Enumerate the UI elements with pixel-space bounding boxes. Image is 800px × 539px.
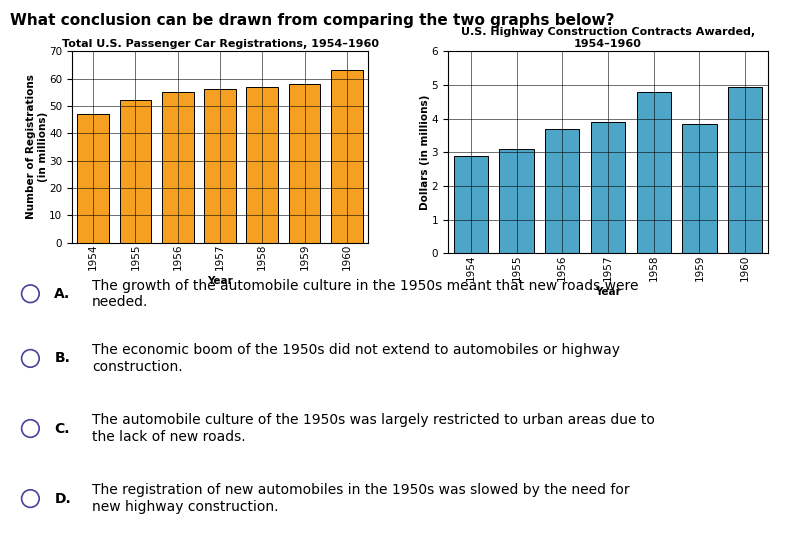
Title: U.S. Highway Construction Contracts Awarded,
1954–1960: U.S. Highway Construction Contracts Awar… xyxy=(461,27,755,49)
Text: B.: B. xyxy=(54,351,70,365)
Bar xyxy=(454,156,488,253)
Bar xyxy=(119,100,151,243)
Bar xyxy=(682,123,717,253)
Bar xyxy=(637,92,671,253)
Text: The registration of new automobiles in the 1950s was slowed by the need for
new : The registration of new automobiles in t… xyxy=(92,483,630,514)
Text: D.: D. xyxy=(54,492,71,506)
Bar xyxy=(162,92,194,243)
Text: The growth of the automobile culture in the 1950s meant that new roads were
need: The growth of the automobile culture in … xyxy=(92,279,638,309)
Bar xyxy=(545,129,579,253)
Bar xyxy=(246,87,278,243)
Bar xyxy=(78,114,109,243)
Bar xyxy=(591,122,625,253)
Bar xyxy=(204,89,236,243)
X-axis label: Year: Year xyxy=(595,287,621,297)
Text: C.: C. xyxy=(54,421,70,436)
Text: The economic boom of the 1950s did not extend to automobiles or highway
construc: The economic boom of the 1950s did not e… xyxy=(92,343,620,374)
Text: A.: A. xyxy=(54,287,70,301)
Text: The automobile culture of the 1950s was largely restricted to urban areas due to: The automobile culture of the 1950s was … xyxy=(92,413,655,444)
Bar xyxy=(499,149,534,253)
X-axis label: Year: Year xyxy=(207,276,233,286)
Y-axis label: Dollars (in millions): Dollars (in millions) xyxy=(420,94,430,210)
Bar xyxy=(289,84,321,243)
Bar xyxy=(728,87,762,253)
Text: What conclusion can be drawn from comparing the two graphs below?: What conclusion can be drawn from compar… xyxy=(10,13,614,29)
Title: Total U.S. Passenger Car Registrations, 1954–1960: Total U.S. Passenger Car Registrations, … xyxy=(62,39,378,49)
Bar xyxy=(331,70,362,243)
Y-axis label: Number of Registrations
(in millions): Number of Registrations (in millions) xyxy=(26,74,48,219)
